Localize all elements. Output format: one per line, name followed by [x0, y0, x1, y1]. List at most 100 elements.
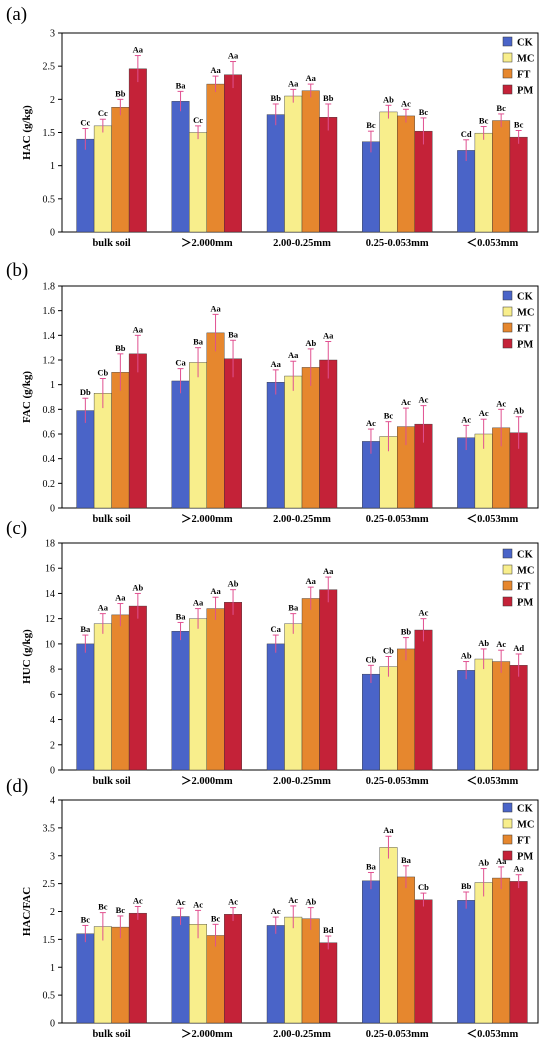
y-tick-label: 18	[45, 539, 55, 550]
bar-ft	[206, 935, 225, 1024]
y-tick-label: 1.8	[43, 282, 56, 293]
legend-label: CK	[517, 804, 534, 815]
legend-swatch-ft	[502, 580, 513, 591]
significance-label: Ad	[513, 643, 524, 653]
legend-label: CK	[517, 292, 534, 303]
legend-label: CK	[517, 38, 534, 49]
legend-swatch-ck	[502, 290, 513, 301]
legend-label: MC	[517, 820, 535, 831]
legend-swatch-mc	[502, 306, 513, 317]
significance-label: Bc	[419, 107, 429, 117]
bar-mc	[189, 362, 208, 509]
bar-ck	[362, 673, 380, 771]
legend-swatch-pm	[502, 850, 513, 861]
bar-ft	[301, 918, 320, 1024]
significance-label: Cc	[80, 118, 90, 128]
bar-ft	[301, 367, 320, 509]
significance-label: Ab	[478, 638, 489, 648]
panel-label: (a)	[6, 4, 27, 25]
bar-mc	[93, 125, 112, 233]
bar-ck	[457, 900, 476, 1024]
y-tick-label: 2	[50, 95, 55, 106]
bar-ck	[171, 101, 190, 233]
significance-label: Aa	[210, 65, 221, 75]
bar-pm	[509, 881, 528, 1024]
bar-ft	[206, 83, 225, 233]
significance-label: Bc	[81, 914, 91, 924]
y-tick-label: 6	[50, 690, 55, 701]
bar-mc	[474, 882, 493, 1024]
bar-ck	[362, 880, 380, 1024]
bar-mc	[93, 393, 112, 509]
bar-ft	[492, 877, 511, 1024]
bar-mc	[284, 95, 303, 233]
legend-swatch-pm	[502, 84, 513, 95]
y-tick-label: 1.5	[43, 128, 56, 139]
bar-mc	[284, 916, 303, 1024]
significance-label: Cc	[193, 115, 203, 125]
x-category-label: ＜0.053mm	[467, 513, 519, 525]
significance-label: Bb	[461, 881, 472, 891]
bar-pm	[319, 117, 338, 233]
y-tick-label: 12	[45, 614, 55, 625]
x-category-label: 0.25-0.053mm	[366, 238, 429, 249]
significance-label: Ca	[175, 358, 186, 368]
y-tick-label: 1	[50, 380, 55, 391]
bar-mc	[474, 658, 493, 771]
bar-pm	[128, 68, 147, 233]
bar-ck	[76, 138, 95, 233]
bar-ck	[457, 150, 476, 233]
chart-panel-1: (a) 0 0.5 1 1.5 2 2.5 3 HAC (g/kg) Cc Cc Bb Aa bulk s…	[6, 4, 539, 249]
y-tick-label: 0.4	[43, 454, 56, 465]
significance-label: Aa	[288, 350, 299, 360]
significance-label: Aa	[383, 825, 394, 835]
bar-pm	[224, 358, 243, 509]
significance-label: Ac	[418, 608, 428, 618]
bar-mc	[379, 111, 398, 233]
bar-ft	[111, 614, 130, 771]
bar-ft	[301, 598, 320, 771]
bar-mc	[284, 375, 303, 509]
significance-label: Ab	[305, 338, 316, 348]
significance-label: Aa	[228, 51, 239, 61]
y-tick-label: 0.5	[43, 991, 56, 1002]
legend-label: FT	[517, 836, 530, 847]
significance-label: Aa	[306, 73, 317, 83]
legend-label: PM	[517, 598, 533, 609]
significance-label: Cb	[418, 882, 429, 892]
chart-panel-4: (d) 0 0.5 1 1.5 2 2.5 3 3.5 4 HAC/FAC Bc Bc Bc Ac bulk …	[6, 776, 539, 1040]
bar-pm	[414, 130, 433, 233]
legend-swatch-ck	[502, 548, 513, 559]
y-tick-label: 1	[50, 963, 55, 974]
bar-pm	[224, 74, 243, 233]
bar-pm	[319, 359, 338, 509]
significance-label: Bb	[115, 343, 126, 353]
y-axis-label: FAC (g/kg)	[21, 371, 33, 423]
significance-label: Ab	[478, 858, 489, 868]
significance-label: Bb	[115, 88, 126, 98]
x-category-label: 0.25-0.053mm	[366, 514, 429, 525]
x-category-label: ＞2.000mm	[181, 513, 233, 525]
legend-swatch-mc	[502, 818, 513, 829]
significance-label: Ac	[133, 895, 143, 905]
legend-swatch-ft	[502, 322, 513, 333]
bar-mc	[379, 666, 398, 771]
bar-mc	[474, 132, 493, 233]
significance-label: Bc	[211, 913, 221, 923]
x-category-label: bulk soil	[92, 776, 130, 787]
significance-label: Ac	[461, 414, 471, 424]
y-tick-label: 2	[50, 740, 55, 751]
y-tick-label: 0.5	[43, 194, 56, 205]
bar-ft	[111, 107, 130, 233]
x-category-label: ＜0.053mm	[467, 775, 519, 787]
bar-pm	[224, 602, 243, 771]
significance-label: Aa	[323, 566, 334, 576]
legend-swatch-ft	[502, 68, 513, 79]
significance-label: Bc	[384, 411, 394, 421]
y-tick-label: 8	[50, 665, 55, 676]
legend-label: MC	[517, 54, 535, 65]
bar-pm	[414, 899, 433, 1024]
significance-label: Aa	[323, 331, 334, 341]
significance-label: Ba	[176, 80, 187, 90]
